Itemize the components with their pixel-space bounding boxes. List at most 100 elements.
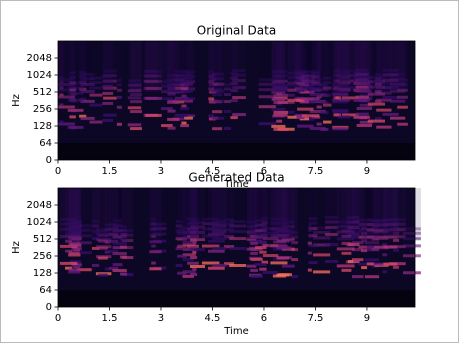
- spectrogram-band: [258, 82, 276, 86]
- spectrogram-band: [311, 115, 321, 119]
- spectrogram-band: [95, 228, 112, 232]
- spectrogram-band: [307, 251, 312, 255]
- spectrogram-band: [59, 234, 78, 238]
- spectrogram-band: [281, 225, 295, 229]
- spectrogram-haze: [59, 41, 64, 92]
- spectrogram-haze: [371, 188, 379, 239]
- spectrogram-band: [230, 72, 238, 76]
- spectrogram-band: [212, 99, 225, 103]
- spectrogram-band: [116, 95, 122, 99]
- spectrogram-band: [108, 227, 119, 231]
- spectrogram-band: [273, 100, 289, 104]
- spectrogram-band: [223, 93, 232, 97]
- spectrogram-band: [308, 221, 318, 225]
- spectrogram-band: [372, 223, 389, 227]
- spectrogram-band: [307, 268, 312, 272]
- spectrogram-band: [212, 87, 223, 91]
- spectrogram-band: [353, 98, 370, 102]
- spectrogram-haze: [276, 188, 292, 239]
- spectrogram-band: [201, 227, 220, 231]
- spectrogram-band: [325, 225, 339, 229]
- spectrogram-band: [102, 79, 114, 83]
- spectrogram-band: [119, 238, 127, 242]
- spectrogram-band: [167, 78, 180, 82]
- spectrogram-band: [291, 231, 299, 235]
- spectrogram-haze: [355, 41, 369, 92]
- spectrogram-band: [294, 70, 308, 74]
- spectrogram-haze: [272, 188, 287, 239]
- spectrogram-band: [332, 110, 349, 114]
- spectrogram-haze: [358, 188, 373, 239]
- spectrogram-band: [262, 244, 279, 248]
- spectrogram-band: [271, 85, 286, 89]
- spectrogram-band: [402, 244, 421, 248]
- spectrogram-band: [212, 89, 225, 93]
- spectrogram-band: [361, 222, 368, 226]
- spectrogram-band: [207, 232, 225, 236]
- spectrogram-band: [341, 86, 359, 90]
- spectrogram-band: [149, 250, 162, 254]
- spectrogram-band: [127, 96, 142, 100]
- spectrogram-band: [69, 71, 76, 75]
- spectrogram-haze: [190, 188, 206, 239]
- spectrogram-band: [336, 224, 355, 228]
- spectrogram-haze: [246, 188, 257, 239]
- spectrogram-band: [287, 98, 301, 102]
- spectrogram-band: [145, 96, 162, 100]
- spectrogram-band: [382, 95, 399, 99]
- spectrogram-band: [103, 79, 117, 83]
- spectrogram-band: [389, 228, 406, 232]
- spectrogram-band: [80, 99, 95, 103]
- spectrogram-band: [359, 76, 368, 80]
- spectrogram-band: [374, 99, 382, 103]
- spectrogram-haze: [229, 188, 247, 239]
- spectrogram-band: [325, 242, 339, 246]
- spectrogram-band: [338, 98, 351, 102]
- spectrogram-band: [359, 103, 373, 107]
- spectrogram-band: [58, 78, 75, 82]
- spectrogram-band: [366, 222, 374, 226]
- spectrogram-band: [358, 245, 373, 249]
- spectrogram-band: [103, 96, 117, 100]
- spectrogram-band: [261, 216, 269, 220]
- spectrogram-band: [174, 74, 189, 78]
- spectrogram-band: [250, 229, 258, 233]
- spectrogram-band: [271, 107, 286, 111]
- spectrogram-band: [190, 229, 198, 233]
- spectrogram-band: [59, 261, 78, 265]
- spectrogram-band: [121, 233, 134, 237]
- spectrogram-band: [201, 244, 220, 248]
- spectrogram-haze: [332, 41, 349, 92]
- spectrogram-band: [276, 229, 290, 233]
- spectrogram-band: [190, 225, 206, 229]
- spectrogram-haze: [186, 41, 196, 92]
- spectrogram-band: [291, 275, 299, 279]
- spectrogram-haze: [143, 41, 158, 92]
- spectrogram-haze: [383, 188, 398, 239]
- spectrogram-band: [261, 226, 269, 230]
- spectrogram-haze: [366, 188, 374, 239]
- spectrogram-haze: [223, 188, 235, 239]
- spectrogram-band: [382, 73, 399, 77]
- spectrogram-haze: [192, 188, 197, 239]
- spectrogram-band: [392, 238, 400, 242]
- spectrogram-band: [79, 80, 87, 84]
- spectrogram-band: [301, 74, 320, 78]
- spectrogram-band: [367, 80, 385, 84]
- spectrogram-band: [397, 88, 408, 92]
- spectrogram-band: [80, 116, 95, 120]
- spectrogram-band: [255, 229, 267, 233]
- spectrogram-band: [104, 267, 111, 271]
- spectrogram-band: [121, 273, 134, 277]
- spectrogram-band: [366, 228, 374, 232]
- spectrogram-band: [353, 242, 360, 246]
- spectrogram-band: [161, 124, 173, 128]
- spectrogram-band: [69, 226, 82, 230]
- spectrogram-band: [316, 78, 322, 82]
- spectrogram-haze: [65, 188, 73, 239]
- spectrogram-band: [190, 273, 198, 277]
- spectrogram-band: [208, 80, 215, 84]
- spectrogram-band: [207, 227, 225, 231]
- spectrogram-band: [190, 221, 206, 225]
- spectrogram-band: [270, 221, 288, 225]
